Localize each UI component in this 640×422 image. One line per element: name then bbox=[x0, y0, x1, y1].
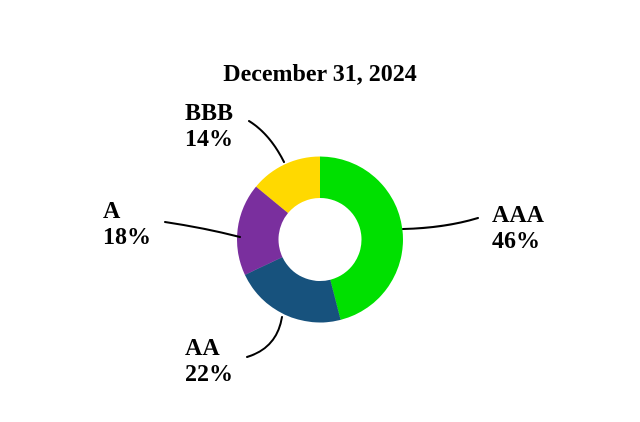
label-a: A 18% bbox=[103, 198, 151, 250]
donut-slice-aa bbox=[244, 257, 341, 323]
label-a-name: A bbox=[103, 198, 121, 224]
label-aaa-name: AAA bbox=[492, 202, 545, 228]
leader-line-aa bbox=[246, 316, 283, 358]
label-bbb-name: BBB bbox=[185, 100, 233, 126]
donut-slice-bbb bbox=[256, 156, 320, 214]
label-aa-name: AA bbox=[185, 335, 220, 361]
leader-line-a bbox=[164, 221, 241, 238]
donut-slice-a bbox=[236, 186, 289, 275]
chart-title: December 31, 2024 bbox=[223, 61, 417, 87]
label-a-value: 18% bbox=[103, 224, 151, 250]
label-aaa: AAA 46% bbox=[492, 202, 545, 254]
label-aa-value: 22% bbox=[185, 361, 233, 387]
leader-lines bbox=[164, 120, 479, 358]
leader-line-aaa bbox=[402, 217, 479, 230]
donut-ring bbox=[236, 156, 403, 323]
chart-labels: December 31, 2024 BBB 14% AAA 46% A 18% … bbox=[103, 61, 545, 387]
leader-line-bbb bbox=[248, 120, 285, 163]
label-aaa-value: 46% bbox=[492, 228, 540, 254]
label-bbb: BBB 14% bbox=[185, 100, 233, 152]
label-bbb-value: 14% bbox=[185, 126, 233, 152]
donut-slice-aaa bbox=[320, 156, 403, 320]
label-aa: AA 22% bbox=[185, 335, 233, 387]
